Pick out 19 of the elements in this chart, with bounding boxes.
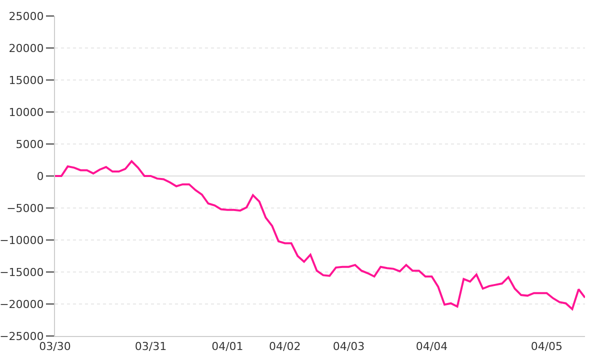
y-tick-label: −5000 bbox=[6, 202, 44, 215]
y-tick-label: −25000 bbox=[0, 330, 44, 343]
y-tick-label: −10000 bbox=[0, 234, 44, 247]
x-tick-label: 04/05 bbox=[530, 340, 563, 354]
x-tick-label: 04/03 bbox=[332, 340, 365, 354]
y-tick-label: 5000 bbox=[16, 138, 44, 151]
y-tick-label: 20000 bbox=[8, 42, 44, 55]
line-series bbox=[55, 160, 585, 310]
x-tick-label: 04/04 bbox=[416, 340, 448, 354]
y-tick-label: 0 bbox=[36, 170, 44, 183]
y-tick-label: 10000 bbox=[8, 106, 44, 119]
x-tick-label: 03/31 bbox=[134, 340, 167, 354]
x-tick-label: 04/02 bbox=[269, 340, 301, 354]
x-tick-label: 03/30 bbox=[39, 340, 71, 354]
y-tick-label: 15000 bbox=[8, 74, 44, 87]
x-tick-label: 04/01 bbox=[212, 340, 244, 354]
y-tick-label: 25000 bbox=[8, 10, 44, 23]
y-tick-label: −15000 bbox=[0, 266, 44, 279]
y-tick-label: −20000 bbox=[0, 298, 44, 311]
